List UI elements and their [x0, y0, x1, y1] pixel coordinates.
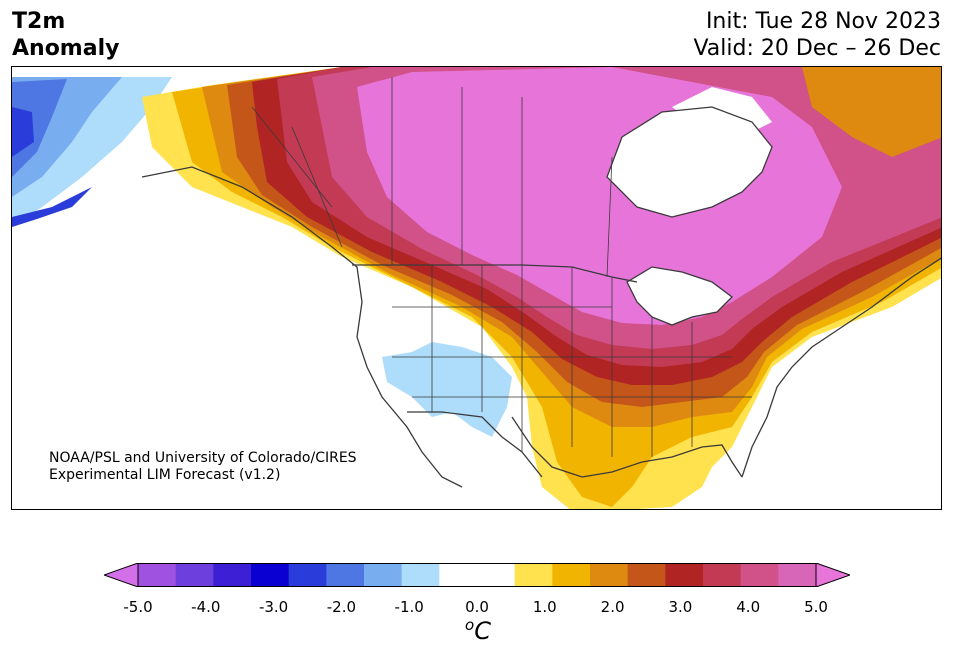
- colorbar-tick-label: 4.0: [736, 598, 761, 616]
- province-lines: [251, 77, 613, 278]
- colorbar-over-arrow: [815, 563, 850, 587]
- unit-base: C: [474, 617, 491, 645]
- colorbar-segment: [439, 563, 478, 587]
- cold-anomaly-alaska-deep: [12, 107, 34, 157]
- colorbar-segment: [213, 563, 252, 587]
- colorbar-unit: oC: [465, 616, 491, 645]
- colorbar-segment: [401, 563, 440, 587]
- great-lakes-outline: [626, 266, 733, 326]
- colorbar-segment: [514, 563, 553, 587]
- us-mexico-border: [407, 411, 543, 478]
- greenland-warm: [802, 67, 941, 157]
- colorbar-segment: [477, 563, 516, 587]
- colorbar-segment: [175, 563, 214, 587]
- coastline-gulf: [511, 416, 743, 478]
- colorbar-segment: [288, 563, 327, 587]
- credit-text: NOAA/PSL and University of Colorado/CIRE…: [49, 450, 357, 484]
- credit-line-1: NOAA/PSL and University of Colorado/CIRE…: [49, 450, 357, 466]
- colorbar-segment: [665, 563, 704, 587]
- colorbar-segment: [740, 563, 779, 587]
- arctic-ocean: [672, 87, 772, 137]
- colorbar-tick-label: -5.0: [123, 598, 153, 616]
- colorbar-tick-label: 2.0: [600, 598, 625, 616]
- cold-anomaly-aleutian-arc: [12, 187, 92, 227]
- colorbar-segment: [627, 563, 666, 587]
- colorbar-segment: [590, 563, 629, 587]
- colorbar-tick-label: 3.0: [668, 598, 693, 616]
- cold-anomaly-southwest: [382, 342, 512, 437]
- anomaly-map: [11, 66, 942, 510]
- colorbar-segment: [703, 563, 742, 587]
- forecast-info: Init: Tue 28 Nov 2023 Valid: 20 Dec – 26…: [693, 8, 941, 62]
- colorbar-tick-label: 1.0: [532, 598, 557, 616]
- map-canvas: [12, 67, 941, 509]
- great-lakes: [627, 267, 732, 325]
- valid-range: Valid: 20 Dec – 26 Dec: [693, 36, 941, 61]
- unit-superscript: o: [465, 616, 475, 634]
- colorbar-segment: [138, 563, 177, 587]
- map-title: T2m Anomaly: [12, 8, 119, 62]
- colorbar-segment: [251, 563, 290, 587]
- cold-anomaly-alaska-mid: [12, 79, 67, 177]
- colorbar-segment: [364, 563, 403, 587]
- colorbar-segment: [552, 563, 591, 587]
- colorbar-tick-label: -2.0: [326, 598, 357, 616]
- coastline-east: [741, 257, 941, 478]
- state-lines: [392, 265, 752, 457]
- colorbar-tick-label: -4.0: [191, 598, 221, 616]
- colorbar-under-arrow: [104, 563, 139, 587]
- init-date: Init: Tue 28 Nov 2023: [705, 9, 941, 34]
- coastline-west: [141, 166, 463, 488]
- colorbar-segment: [326, 563, 365, 587]
- colorbar-tick-label: 0.0: [465, 598, 489, 616]
- colorbar-tick-label: -3.0: [258, 598, 289, 616]
- colorbar-border: [137, 563, 817, 587]
- credit-line-2: Experimental LIM Forecast (v1.2): [49, 467, 281, 483]
- title-line-1: T2m: [12, 9, 66, 34]
- boundaries: [141, 77, 941, 488]
- colorbar-tick-label: 5.0: [804, 598, 828, 616]
- title-line-2: Anomaly: [12, 36, 120, 61]
- colorbar-segment: [778, 563, 817, 587]
- hudson-bay-outline: [606, 106, 773, 218]
- us-canada-border: [352, 264, 638, 283]
- colorbar: [104, 563, 850, 587]
- colorbar-tick-label: -1.0: [394, 598, 424, 616]
